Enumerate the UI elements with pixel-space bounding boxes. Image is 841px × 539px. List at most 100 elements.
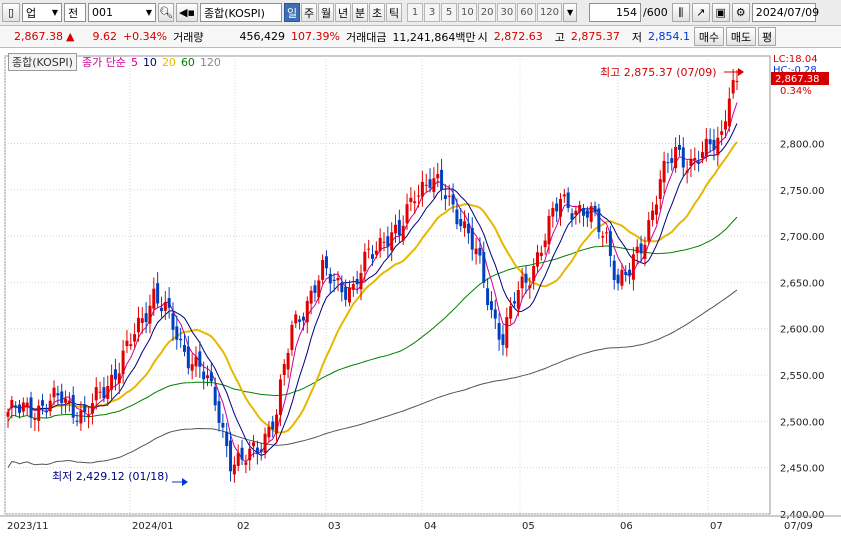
candle-body [136, 317, 140, 333]
period-tab-2[interactable]: 월 [318, 3, 334, 22]
code-value: 001 [92, 6, 113, 19]
x-tick-label: 2023/11 [7, 521, 49, 532]
code-input[interactable]: 001 ▼ [88, 3, 156, 22]
candle-body [190, 364, 194, 371]
candle-body [328, 273, 332, 284]
quote-bar: 2,867.38 ▲ 9.62 +0.34% 거래량 456,429 107.3… [0, 26, 841, 48]
candle-body [221, 422, 225, 428]
period-tab-5[interactable]: 초 [369, 3, 385, 22]
save-icon[interactable]: ▣ [711, 3, 730, 22]
candle-body [674, 146, 678, 169]
max-arrow-head [738, 68, 744, 76]
candle-body [474, 248, 478, 255]
candle-body [321, 260, 325, 280]
interval-button-60[interactable]: 60 [517, 3, 536, 22]
candle-body [133, 334, 137, 342]
candle-body [48, 400, 52, 412]
period-tab-1[interactable]: 주 [301, 3, 317, 22]
period-tab-3[interactable]: 년 [335, 3, 351, 22]
candle-body [489, 301, 493, 310]
candle-icon[interactable]: ⫼ [671, 3, 690, 22]
candle-body [355, 278, 359, 285]
candle-body [547, 215, 551, 245]
period-tab-4[interactable]: 분 [352, 3, 368, 22]
market-select[interactable]: 업 ▼ [22, 3, 62, 22]
candle-body [432, 178, 436, 192]
x-tick-label: 07 [710, 521, 723, 532]
candle-body [628, 269, 632, 275]
interval-button-10[interactable]: 10 [458, 3, 477, 22]
buy-button[interactable]: 매수 [694, 27, 725, 46]
candle-body [87, 415, 91, 418]
candle-body [440, 169, 444, 190]
x-axis: 2023/11 2024/01 02 03 04 05 06 07 07/09 [0, 515, 841, 532]
interval-button-120[interactable]: 120 [536, 3, 563, 22]
settings-icon[interactable]: ⚙ [731, 3, 750, 22]
candle-body [167, 298, 171, 308]
candle-body [179, 338, 183, 341]
candle-body [6, 412, 10, 417]
interval-button-20[interactable]: 20 [477, 3, 497, 22]
eval-button[interactable]: 평 [758, 27, 777, 46]
y-tick-label: 2,600.00 [780, 325, 825, 336]
speaker-icon[interactable]: ◀▪ [176, 3, 198, 22]
period-tab-0[interactable]: 일 [284, 3, 300, 22]
candle-body [382, 241, 386, 243]
candle-body [447, 195, 451, 197]
ma20-line [7, 141, 738, 434]
candle-body [52, 387, 56, 398]
candle-body [512, 301, 516, 304]
candle-body [589, 206, 593, 222]
candle-body [229, 440, 233, 472]
y-axis: 2,800.00 2,750.00 2,700.00 2,650.00 2,600.00… [780, 139, 825, 521]
period-tab-6[interactable]: 틱 [386, 3, 402, 22]
ma60-line [7, 216, 738, 422]
candle-body [570, 213, 574, 220]
interval-button-30[interactable]: 30 [497, 3, 517, 22]
candle-body [605, 232, 609, 234]
date-input[interactable]: 2024/07/09 [751, 3, 819, 22]
interval-button-3[interactable]: 3 [424, 3, 440, 22]
candle-body [255, 447, 259, 455]
price-chart[interactable]: 2,800.00 2,750.00 2,700.00 2,650.00 2,600.00… [0, 48, 841, 539]
candle-body [324, 256, 328, 269]
line-chart-icon[interactable]: ↗ [691, 3, 710, 22]
candle-body [286, 352, 290, 370]
chevron-down-icon: ▼ [145, 8, 152, 17]
count-input[interactable]: 154 [589, 3, 642, 22]
sell-button[interactable]: 매도 [726, 27, 757, 46]
y-tick-label: 2,450.00 [780, 464, 825, 475]
interval-button-1[interactable]: 1 [407, 3, 423, 22]
candle-body [539, 252, 543, 257]
candle-body [731, 80, 735, 94]
candle-body [278, 379, 282, 415]
candle-body [424, 184, 428, 186]
sector-value: 전 [68, 6, 79, 20]
interval-buttons: 1 3 5 10 20 30 60 120 [407, 3, 563, 22]
candle-body [290, 324, 294, 350]
min-arrow-head [182, 478, 188, 486]
candle-body [152, 288, 156, 309]
search-icon[interactable]: 🔍︎ [158, 3, 174, 22]
candle-body [359, 272, 363, 290]
candle-body [90, 403, 94, 414]
volume-pct: 107.39% [291, 30, 340, 43]
legend-index-tag[interactable]: 종합(KOSPI) [8, 53, 77, 71]
candle-body [470, 227, 474, 250]
candle-body [248, 448, 252, 461]
legend-ma-label: 종가 단순 [81, 56, 126, 69]
y-tick-label: 2,800.00 [780, 139, 825, 150]
chart-icon[interactable]: ▯ [2, 3, 20, 22]
sector-select[interactable]: 전 [64, 3, 86, 22]
x-tick-label: 03 [328, 521, 341, 532]
interval-button-5[interactable]: 5 [441, 3, 457, 22]
index-name-field: 종합(KOSPI) [200, 3, 282, 22]
candle-body [677, 144, 681, 150]
candle-body [735, 81, 739, 83]
last-pct-label: 0.34% [780, 86, 812, 97]
interval-dropdown[interactable]: ▼ [563, 3, 578, 22]
candle-body [41, 400, 45, 406]
candle-body [643, 244, 647, 259]
candle-body [386, 236, 390, 247]
